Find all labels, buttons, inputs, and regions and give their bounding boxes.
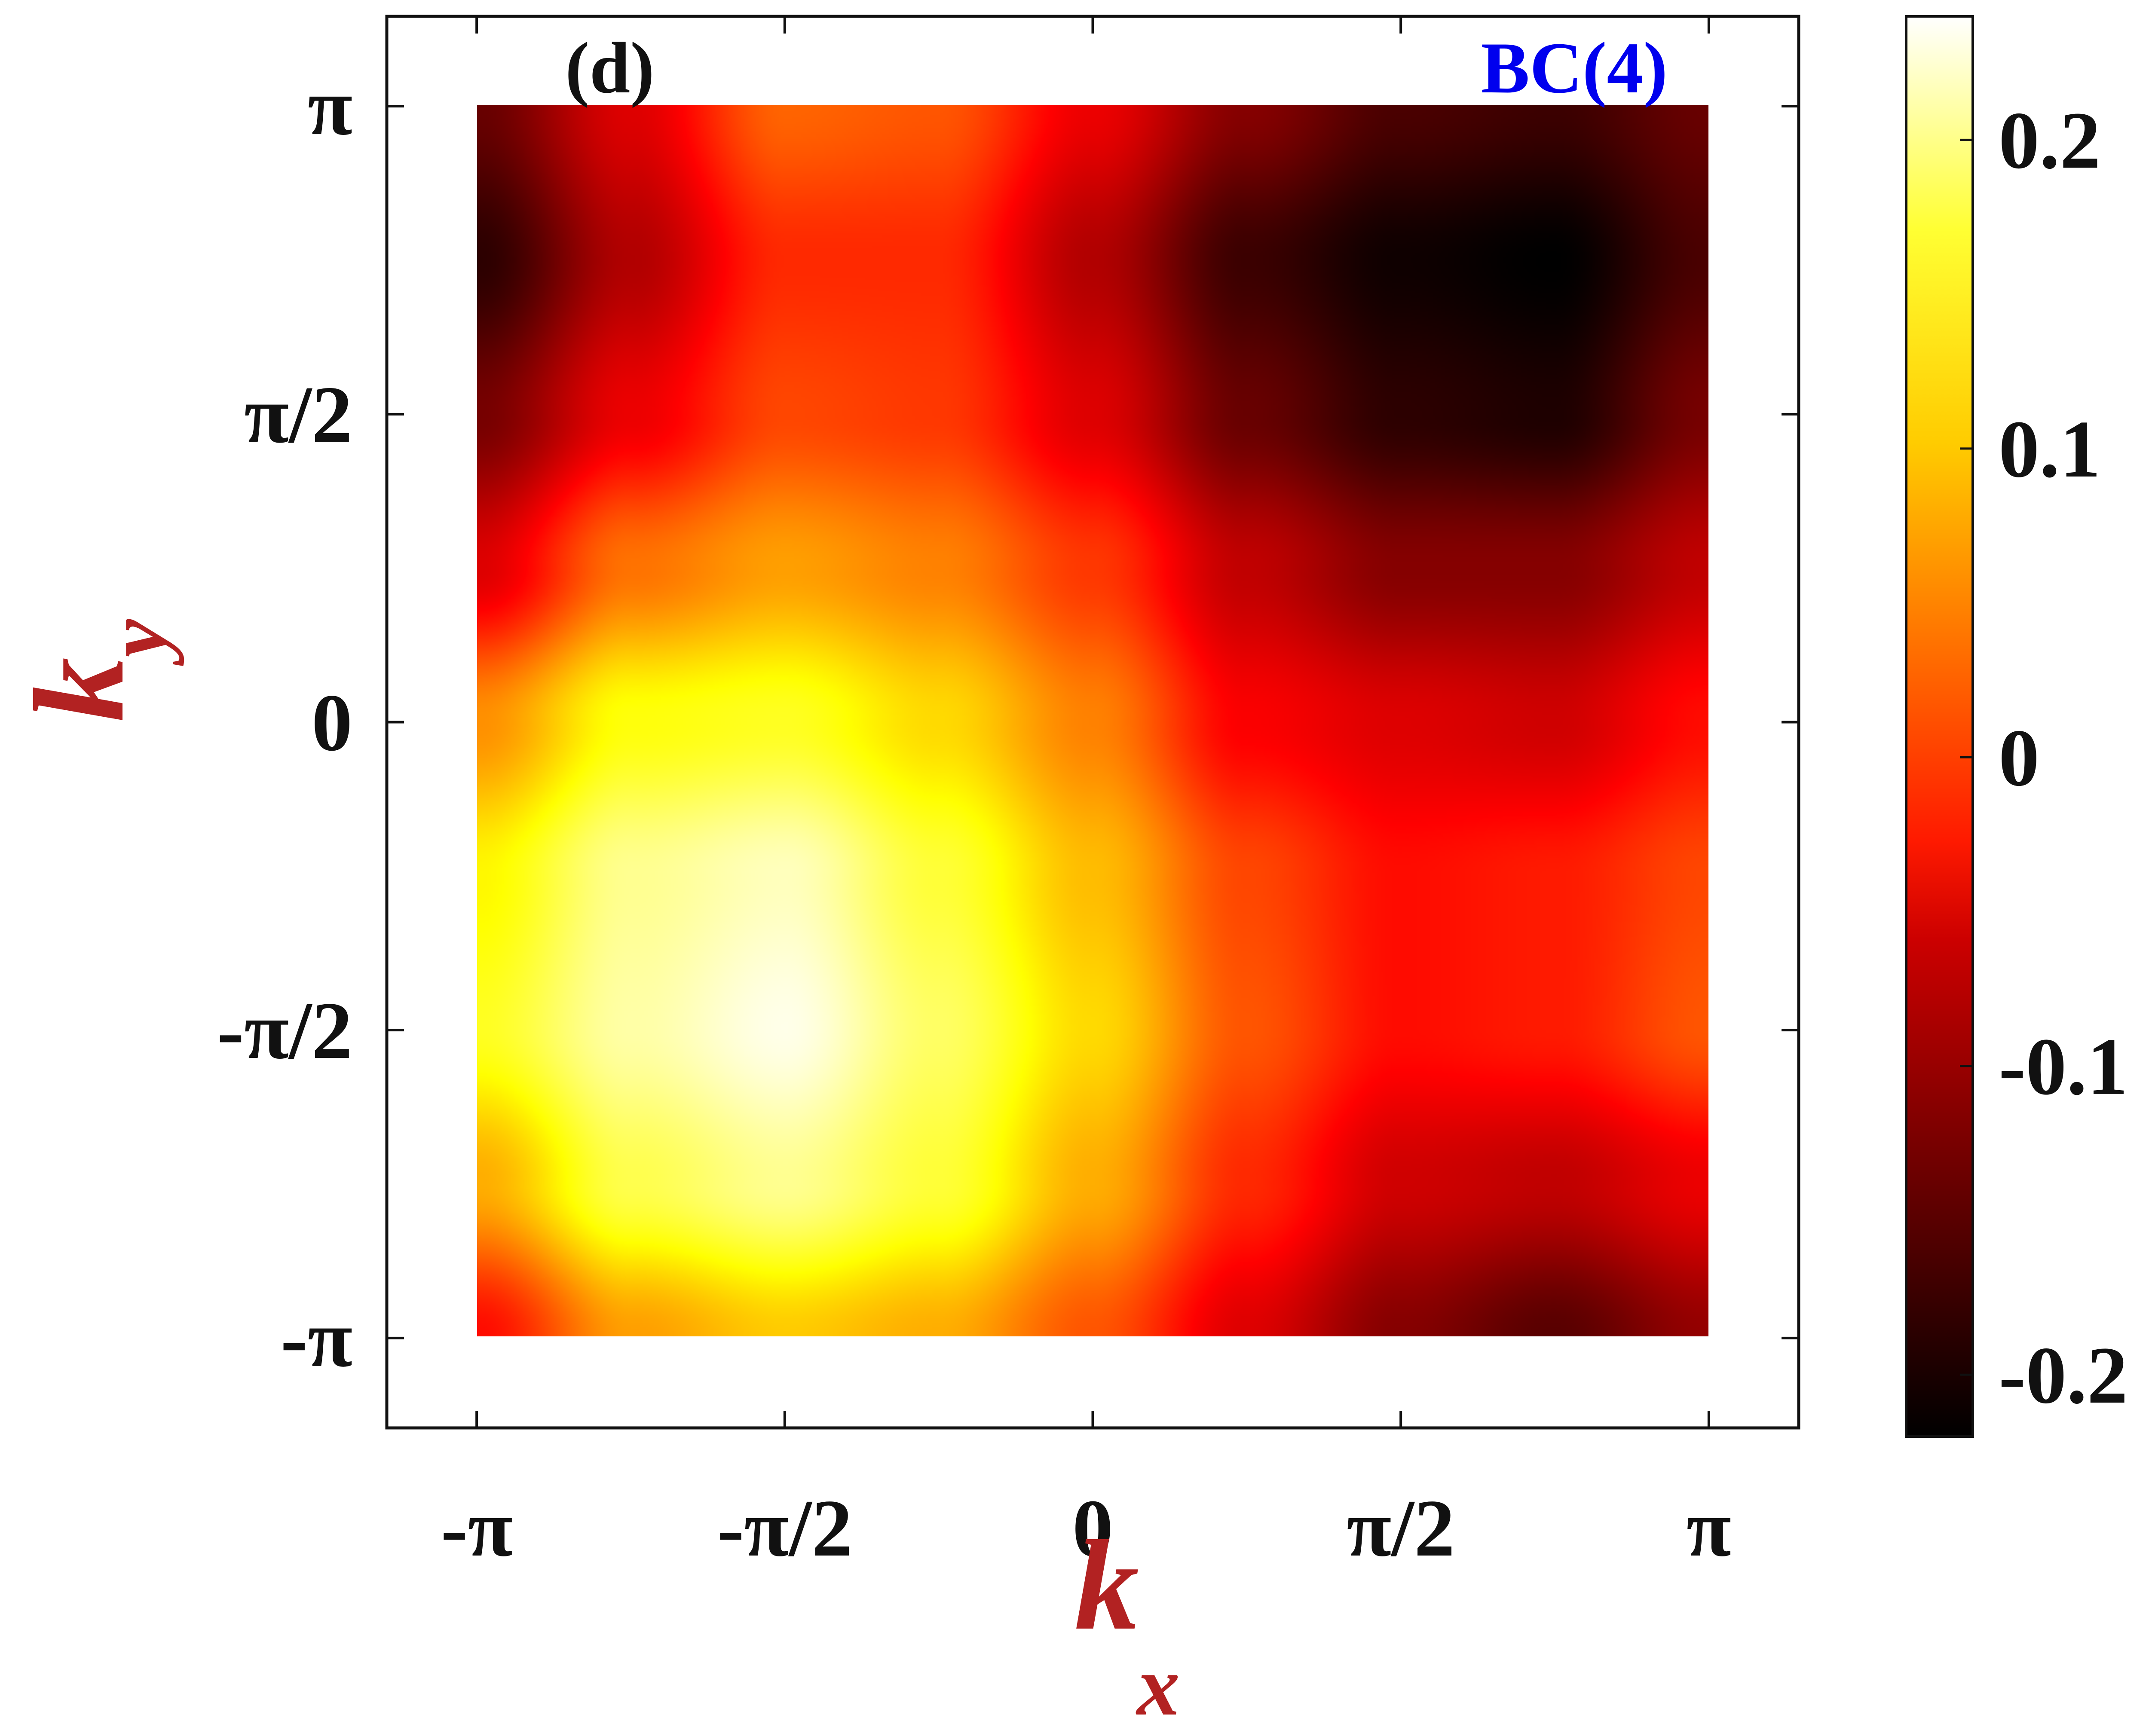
x-axis-label-sub: x [1136, 1638, 1180, 1733]
x-tick-label: -π/2 [717, 1483, 852, 1574]
x-tick-label: π [1687, 1483, 1731, 1574]
colorbar-tick-label: 0.2 [1999, 95, 2101, 186]
x-tick-label: -π [441, 1483, 512, 1574]
x-axis-label-main: k [1074, 1514, 1139, 1657]
colorbar-tick-label: -0.2 [1999, 1330, 2128, 1421]
y-tick-label: 0 [312, 678, 352, 768]
heatmap-area [477, 105, 1708, 1336]
x-axis-ticks: -π -π/2 0 π/2 π [441, 16, 1731, 1574]
colorbar-tick-label: 0 [1999, 713, 2039, 803]
chart-title: BC(4) [1481, 28, 1668, 108]
colorbar-tick-label: -0.1 [1999, 1022, 2128, 1112]
x-tick-label: π/2 [1347, 1483, 1455, 1574]
colorbar-ticks: -0.2 -0.1 0 0.1 0.2 [1960, 95, 2128, 1421]
y-axis-label: k y [8, 619, 184, 722]
y-axis-ticks: -π -π/2 0 π/2 π [217, 62, 1799, 1384]
y-axis-label-main: k [8, 657, 150, 722]
x-axis-label: k x [1074, 1514, 1180, 1733]
y-tick-label: π [308, 62, 352, 152]
panel-label: (d) [565, 28, 655, 108]
y-tick-label: -π [281, 1294, 352, 1384]
colorbar-tick-label: 0.1 [1999, 404, 2101, 495]
colorbar-gradient [1905, 15, 1974, 1438]
x-tick-label: 0 [1072, 1483, 1113, 1574]
heatmap-canvas [477, 105, 1708, 1336]
colorbar: -0.2 -0.1 0 0.1 0.2 [1905, 15, 2128, 1438]
y-tick-label: -π/2 [217, 986, 352, 1076]
y-tick-label: π/2 [244, 370, 352, 460]
